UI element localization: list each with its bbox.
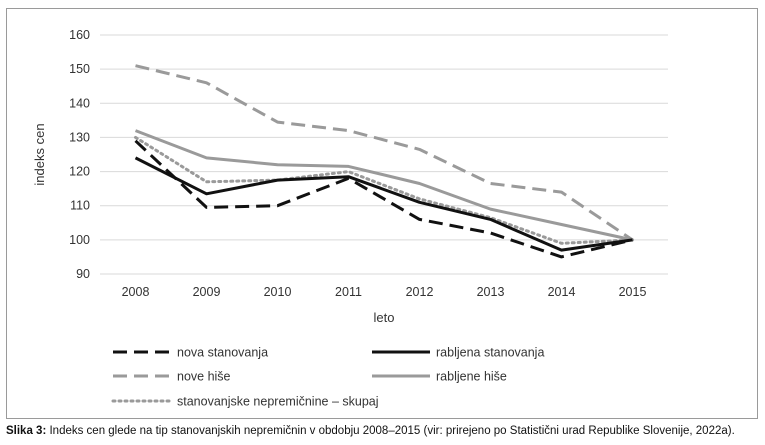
series-line-2: [134, 156, 633, 252]
x-tick-2011: 2011: [335, 285, 362, 299]
chart-frame: [6, 8, 758, 419]
series-line-4: [134, 129, 633, 242]
legend-label-2: rabljena stanovanja: [436, 346, 544, 360]
y-tick-160: 160: [69, 28, 90, 42]
line-chart: 90 100 110 120 130 140 150 160 2008 2009 2010 2011…: [32, 28, 668, 409]
x-tick-2008: 2008: [122, 285, 150, 299]
legend-label-3: nove hiše: [177, 370, 231, 384]
legend-label-1: nova stanovanja: [177, 346, 268, 360]
series-line-1: [134, 139, 633, 259]
x-tick-2009: 2009: [193, 285, 221, 299]
y-tick-130: 130: [69, 130, 90, 144]
x-tick-2013: 2013: [477, 285, 505, 299]
x-tick-2010: 2010: [264, 285, 292, 299]
y-tick-150: 150: [69, 62, 90, 76]
x-tick-labels: 2008 2009 2010 2011 2012 2013 2014 2015: [122, 285, 647, 299]
series-line-5: [134, 135, 634, 245]
x-axis-title: leto: [374, 310, 395, 325]
x-tick-2015: 2015: [619, 285, 647, 299]
caption-label: Slika 3:: [6, 425, 47, 437]
figure-caption: Slika 3: Indeks cen glede na tip stanova…: [6, 425, 761, 437]
y-tick-labels: 90 100 110 120 130 140 150 160: [69, 28, 90, 281]
y-tick-100: 100: [69, 233, 90, 247]
legend-label-5: stanovanjske nepremičnine – skupaj: [177, 395, 379, 409]
grid-lines: [100, 34, 668, 275]
y-tick-140: 140: [69, 96, 90, 110]
legend-label-4: rabljene hiše: [436, 370, 507, 384]
caption-text: Indeks cen glede na tip stanovanjskih ne…: [46, 425, 735, 437]
x-tick-2014: 2014: [548, 285, 576, 299]
y-tick-120: 120: [69, 165, 90, 179]
y-axis-title: indeks cen: [32, 123, 47, 185]
y-tick-110: 110: [70, 199, 90, 213]
y-tick-90: 90: [76, 267, 90, 281]
series-line-3: [135, 64, 634, 242]
legend: nova stanovanja rabljena stanovanja nove h…: [111, 346, 544, 409]
series-lines: [134, 64, 634, 259]
x-tick-2012: 2012: [406, 285, 434, 299]
